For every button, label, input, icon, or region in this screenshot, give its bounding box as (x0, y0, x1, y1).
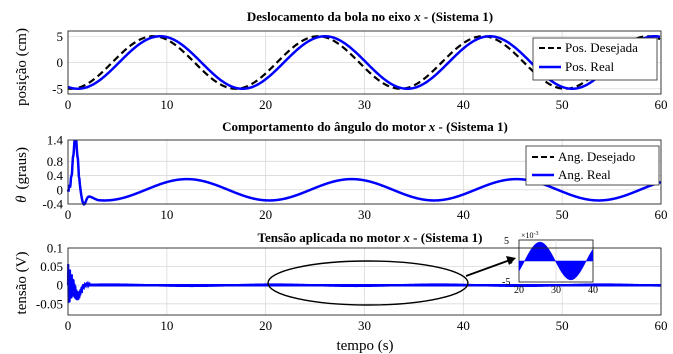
inset-ytick-0: 0 (508, 256, 513, 267)
panel-voltage: Tensão aplicada no motor x - (Sistema 1)… (14, 230, 668, 354)
panel-angle-ylabel: θ(graus) (14, 147, 30, 203)
x-tick-label: 60 (655, 97, 668, 112)
y-tick-label: 0.1 (47, 241, 63, 256)
panel-angle: Comportamento do ângulo do motor x - (Si… (14, 119, 668, 222)
x-tick-label: 20 (259, 207, 272, 222)
x-tick-label: 10 (160, 318, 173, 333)
x-tick-label: 40 (457, 97, 470, 112)
zoom-arrow-line (465, 259, 511, 277)
panel-position-series (67, 34, 661, 91)
x-tick-label: 0 (65, 207, 72, 222)
y-tick-label: 0.05 (40, 259, 63, 274)
series-ang-real (66, 140, 662, 206)
panel-angle-series (66, 140, 662, 206)
x-tick-label: 30 (358, 318, 371, 333)
y-tick-label: -5 (52, 81, 63, 96)
x-tick-label: 30 (358, 207, 371, 222)
series-pos-real (67, 34, 661, 91)
zoom-inset: 5 0 -5 20 30 40 ×10-3 (502, 231, 598, 296)
x-tick-label: 30 (358, 97, 371, 112)
panel-angle-title: Comportamento do ângulo do motor x - (Si… (222, 119, 508, 134)
zoom-highlight-ellipse (267, 260, 469, 306)
x-tick-label: 60 (655, 318, 668, 333)
panel-position-frame (67, 30, 662, 95)
x-tick-label: 20 (259, 318, 272, 333)
legend-box (525, 145, 660, 186)
x-axis-label: tempo (s) (336, 338, 393, 354)
inset-voltage-wave (518, 241, 594, 281)
panel-angle-frame (67, 139, 662, 205)
x-tick-label: 50 (556, 97, 569, 112)
panel-voltage-ylabel: tensão (V) (14, 252, 30, 315)
x-tick-label: 0 (65, 97, 72, 112)
panel-voltage-frame (67, 247, 662, 316)
x-tick-label: 60 (655, 207, 668, 222)
inset-xtick-40: 40 (588, 285, 598, 296)
y-tick-label: 0 (57, 278, 64, 293)
x-tick-label: 0 (65, 318, 72, 333)
panel-position-legend: Pos. Desejada Pos. Real (532, 37, 658, 81)
inset-scale-factor: ×10-3 (521, 231, 539, 240)
panel-position-title: Deslocamento da bola no eixo x - (Sistem… (247, 9, 493, 24)
y-tick-label: 5 (57, 29, 64, 44)
y-tick-label: 0 (57, 55, 64, 70)
legend-box (532, 37, 658, 81)
y-tick-label: 0.4 (47, 168, 64, 183)
panel-voltage-title: Tensão aplicada no motor x - (Sistema 1) (258, 230, 483, 245)
panel-angle-ticks: 0 10 20 30 40 50 60-0.400.40.81.4 (42, 133, 667, 223)
inset-xtick-30: 30 (551, 285, 561, 296)
zoom-arrow-head (506, 256, 516, 265)
x-tick-label: 50 (556, 318, 569, 333)
x-tick-label: 50 (556, 207, 569, 222)
legend-label-desejada: Pos. Desejada (565, 40, 638, 55)
y-tick-label: 0 (57, 182, 64, 197)
inset-ytick-neg5: -5 (502, 277, 510, 288)
x-tick-label: 10 (160, 97, 173, 112)
y-tick-label: 1.4 (47, 133, 64, 148)
x-tick-label: 40 (457, 207, 470, 222)
panel-position-ylabel: posição (cm) (14, 28, 30, 106)
legend-label-ang-real: Ang. Real (558, 167, 611, 182)
panel-angle-legend: Ang. Desejado Ang. Real (525, 145, 660, 186)
y-tick-label: -0.4 (42, 197, 63, 212)
y-tick-label: -0.05 (36, 296, 63, 311)
y-tick-label: 0.8 (47, 154, 63, 169)
inset-ytick-5: 5 (504, 236, 509, 247)
panel-voltage-series (66, 263, 661, 303)
x-tick-label: 40 (457, 318, 470, 333)
x-tick-label: 10 (160, 207, 173, 222)
x-tick-label: 20 (259, 97, 272, 112)
legend-label-real: Pos. Real (565, 59, 615, 74)
legend-label-ang-desejado: Ang. Desejado (558, 149, 635, 164)
series-pos-desejada (67, 35, 661, 90)
panel-position: Deslocamento da bola no eixo x - (Sistem… (14, 9, 668, 112)
panel-position-ticks: 0 10 20 30 40 50 60-505 (52, 29, 667, 112)
inset-xtick-20: 20 (514, 285, 524, 296)
